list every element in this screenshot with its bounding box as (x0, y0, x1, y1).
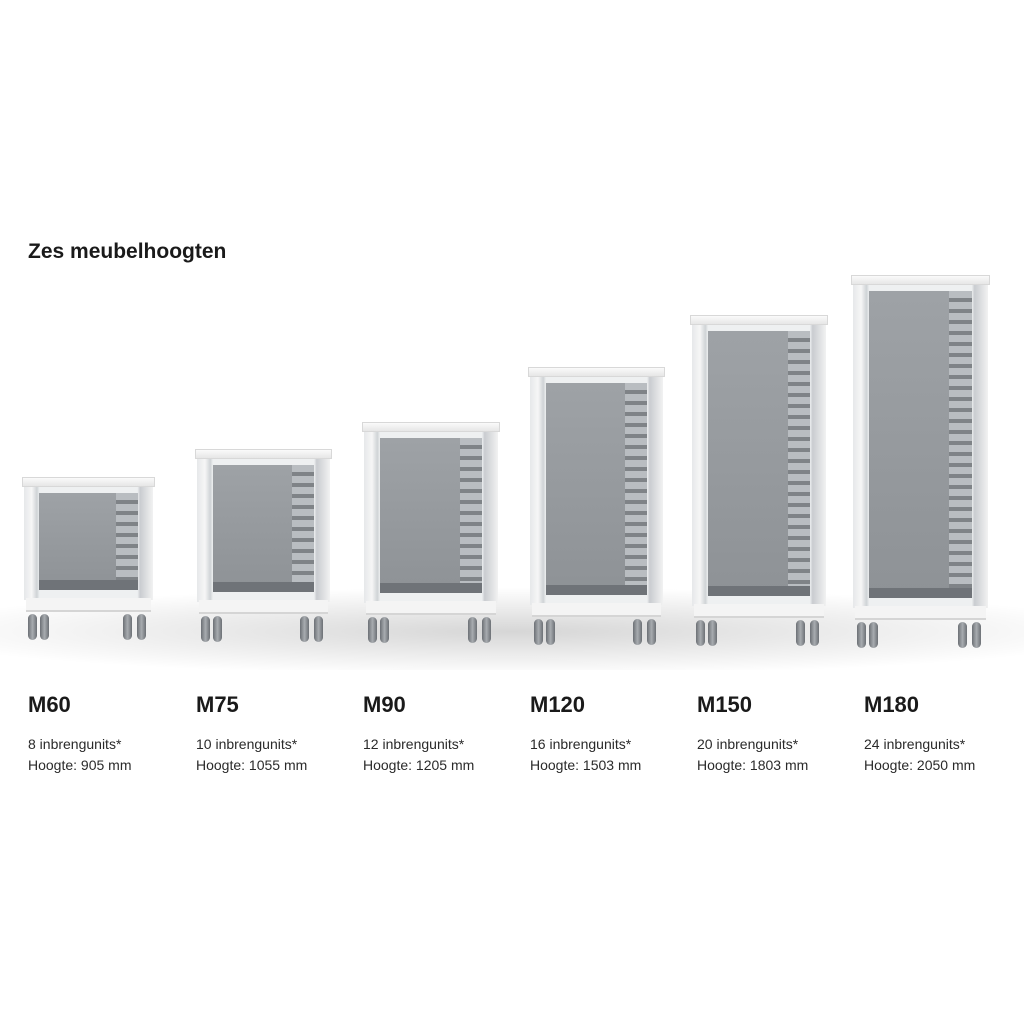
cabinet-image-m90 (362, 422, 500, 644)
height-text: Hoogte: 1205 mm (363, 757, 475, 773)
product-label: M90 12 inbrengunits* Hoogte: 1205 mm (363, 692, 474, 776)
units-text: 20 inbrengunits* (697, 736, 799, 752)
units-text: 8 inbrengunits* (28, 736, 122, 752)
model-name: M150 (697, 692, 753, 717)
units-text: 10 inbrengunits* (196, 736, 298, 752)
units-text: 24 inbrengunits* (864, 736, 966, 752)
model-name: M75 (196, 692, 239, 717)
product-label: M75 10 inbrengunits* Hoogte: 1055 mm (196, 692, 307, 776)
product-label: M150 20 inbrengunits* Hoogte: 1803 mm (697, 692, 808, 776)
product-label: M180 24 inbrengunits* Hoogte: 2050 mm (864, 692, 975, 776)
model-name: M180 (864, 692, 920, 717)
model-name: M120 (530, 692, 586, 717)
height-text: Hoogte: 1803 mm (697, 757, 809, 773)
page-title: Zes meubelhoogten (28, 240, 227, 263)
cabinet-image-m75 (195, 449, 332, 642)
model-name: M90 (363, 692, 406, 717)
cabinet-image-m180 (851, 275, 990, 648)
model-name: M60 (28, 692, 71, 717)
product-label: M120 16 inbrengunits* Hoogte: 1503 mm (530, 692, 641, 776)
height-text: Hoogte: 1503 mm (530, 757, 642, 773)
units-text: 12 inbrengunits* (363, 736, 465, 752)
height-text: Hoogte: 905 mm (28, 757, 132, 773)
height-text: Hoogte: 2050 mm (864, 757, 976, 773)
height-text: Hoogte: 1055 mm (196, 757, 308, 773)
cabinet-image-m120 (528, 367, 665, 645)
product-label: M60 8 inbrengunits* Hoogte: 905 mm (28, 692, 132, 776)
cabinet-image-m150 (690, 315, 828, 647)
cabinet-image-m60 (22, 477, 155, 640)
units-text: 16 inbrengunits* (530, 736, 632, 752)
